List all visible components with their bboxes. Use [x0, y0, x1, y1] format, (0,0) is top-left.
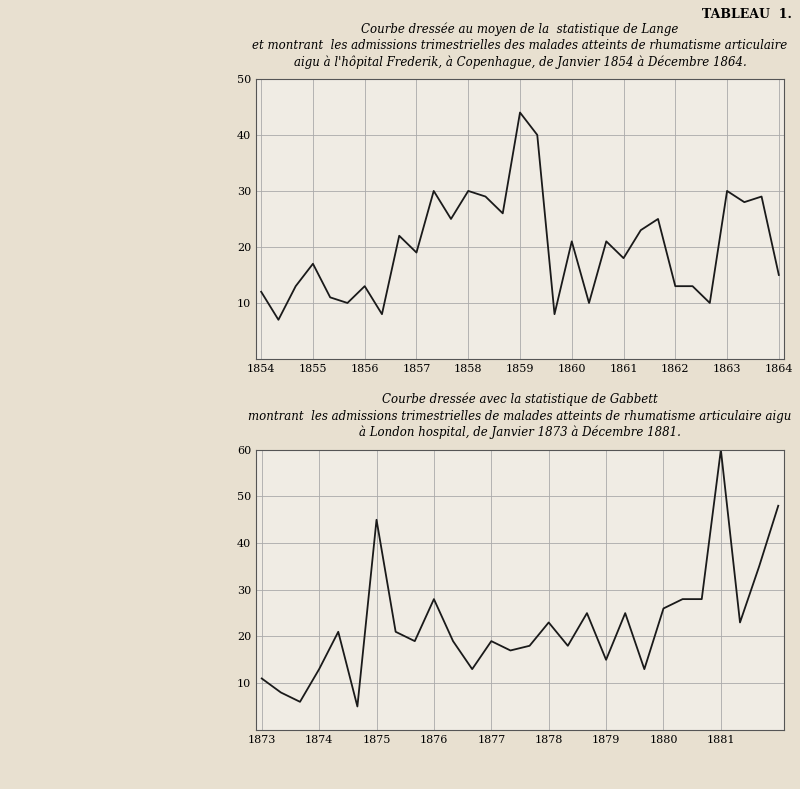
Text: et montrant  les admissions trimestrielles des malades atteints de rhumatisme ar: et montrant les admissions trimestrielle…	[252, 39, 788, 52]
Text: Courbe dressée avec la statistique de Gabbett: Courbe dressée avec la statistique de Ga…	[382, 393, 658, 406]
Text: TABLEAU  1.: TABLEAU 1.	[702, 8, 792, 21]
Text: montrant  les admissions trimestrielles de malades atteints de rhumatisme articu: montrant les admissions trimestrielles d…	[248, 410, 792, 423]
Text: aigu à l'hôpital Frederik, à Copenhague, de Janvier 1854 à Décembre 1864.: aigu à l'hôpital Frederik, à Copenhague,…	[294, 55, 746, 69]
Text: à London hospital, de Janvier 1873 à Décembre 1881.: à London hospital, de Janvier 1873 à Déc…	[359, 426, 681, 439]
Text: Courbe dressée au moyen de la  statistique de Lange: Courbe dressée au moyen de la statistiqu…	[362, 22, 678, 36]
